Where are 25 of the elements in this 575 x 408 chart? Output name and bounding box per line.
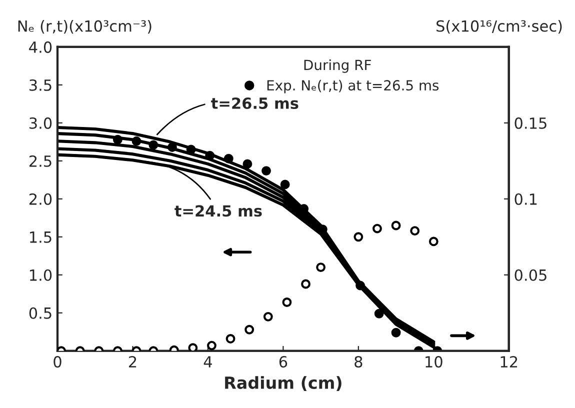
y-tick-label: 2.5 (29, 155, 52, 167)
x-axis-title: Radium (cm) (225, 376, 342, 391)
legend-title: During RF (304, 59, 371, 73)
annotation: t=24.5 ms (174, 205, 262, 217)
x-tick-label: 12 (500, 356, 518, 368)
x-tick-label: 8 (354, 356, 362, 368)
x-tick-label: 0 (54, 356, 62, 368)
y-tick-label: 1.5 (30, 232, 52, 243)
annotation: t=26.5 ms (211, 97, 298, 110)
legend-label: Exp. Nₑ(r,t) at t=26.5 ms (267, 80, 439, 94)
y2-tick-label: 0.05 (514, 269, 546, 281)
x-tick-label: 4 (204, 356, 212, 368)
x-tick-label: 6 (279, 356, 288, 368)
y-tick-label: 3.0 (30, 117, 52, 129)
y-tick-label: 4.0 (29, 41, 52, 53)
y-tick-label: 0.5 (29, 307, 52, 319)
x-tick-label: 2 (128, 356, 136, 368)
y2-tick-label: 0.1 (514, 193, 537, 205)
y-tick-label: 2.0 (29, 193, 52, 205)
y2-axis-title: S(x10¹⁶/cm³·sec) (436, 20, 562, 34)
y2-tick-label: 0.15 (514, 117, 546, 129)
x-tick-label: 10 (426, 356, 442, 368)
y-tick-label: 1.0 (30, 269, 52, 281)
y-axis-title: Nₑ (r,t)(x10³cm⁻³) (18, 20, 152, 34)
y-tick-label: 3.5 (30, 79, 52, 91)
